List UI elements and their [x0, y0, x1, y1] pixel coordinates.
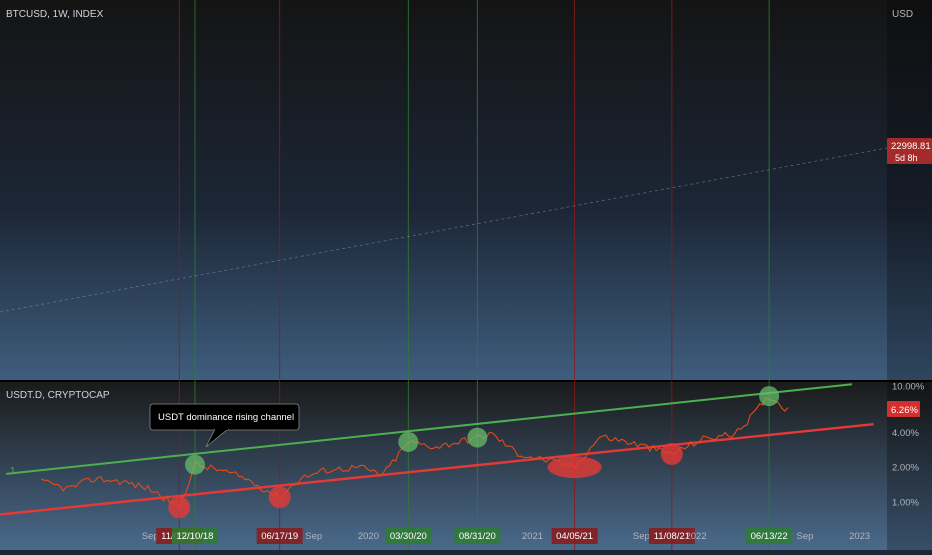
x-tick-14: Sep	[797, 531, 814, 542]
green-circle-2	[467, 427, 488, 448]
log-trend-dashed-line	[0, 147, 888, 313]
callout-pointer-cover	[215, 427, 228, 430]
x-tick-4: Sep	[305, 531, 322, 542]
red-circle-0	[168, 496, 191, 519]
channel-label: USDT dominance rising channel	[158, 412, 294, 423]
green-circle-3	[759, 386, 780, 407]
x-tick-6: 03/30/20	[390, 531, 427, 542]
x-tick-bg-3	[256, 528, 303, 544]
x-tick-15: 2023	[849, 531, 870, 542]
x-tick-10: Sep	[633, 531, 650, 542]
channel-left-marker: 1	[10, 466, 16, 477]
x-tick-12: 2022	[685, 531, 706, 542]
usdt-badge-bg	[887, 401, 920, 417]
x-tick-3: 06/17/19	[261, 531, 298, 542]
x-tick-11: 11/08/21	[654, 531, 690, 542]
red-circle-1	[268, 486, 291, 509]
usdt-tick-3: 1.00%	[892, 498, 919, 509]
usdt-tick-0: 10.00%	[892, 382, 925, 393]
usdt-scale: 10.00% 4.00% 2.00% 1.00%	[892, 382, 925, 509]
usdt-last-badge: 6.26%	[887, 401, 920, 417]
last-price-value: 22998.81	[891, 141, 931, 152]
usdt-channel	[0, 383, 874, 516]
last-price-badge-bg	[887, 138, 932, 164]
btc-chart-title: BTCUSD, 1W, INDEX	[6, 9, 104, 20]
usdt-chart-title: USDT.D, CRYPTOCAP	[6, 390, 110, 401]
usdt-tick-2: 2.00%	[892, 463, 919, 474]
green-circle-0	[184, 454, 205, 475]
x-tick-bg-13	[746, 528, 793, 544]
usdt-tick-1: 4.00%	[892, 428, 919, 439]
x-tick-8: 2021	[522, 531, 543, 542]
x-tick-7: 08/31/20	[459, 531, 496, 542]
price-unit-label: USD	[892, 9, 913, 20]
last-price-badge: 22998.81 5d 8h	[887, 138, 932, 164]
x-tick-bg-6	[385, 528, 432, 544]
price-scale-background	[887, 0, 932, 550]
x-tick-0: Sep	[142, 531, 159, 542]
x-tick-bg-2	[171, 528, 218, 544]
x-tick-9: 04/05/21	[556, 531, 593, 542]
channel-callout: USDT dominance rising channel	[149, 403, 300, 448]
top-pane-background	[0, 0, 932, 381]
green-circle-1	[398, 431, 419, 452]
red-circle-3	[660, 442, 683, 465]
circles	[168, 386, 780, 519]
x-tick-bg-7	[454, 528, 501, 544]
x-tick-2: 12/10/18	[176, 531, 213, 542]
bar-countdown: 5d 8h	[895, 153, 918, 163]
x-tick-bg-11	[648, 528, 695, 544]
usdt-last-value: 6.26%	[891, 405, 918, 416]
channel-upper-line	[6, 383, 853, 475]
x-tick-bg-9	[551, 528, 598, 544]
red-ellipse-2	[547, 456, 602, 479]
channel-lower-line	[0, 422, 874, 516]
x-axis: Sep11/05/1812/10/1806/17/19Sep202003/30/…	[142, 528, 870, 544]
x-tick-5: 2020	[358, 531, 379, 542]
x-tick-13: 06/13/22	[751, 531, 788, 542]
